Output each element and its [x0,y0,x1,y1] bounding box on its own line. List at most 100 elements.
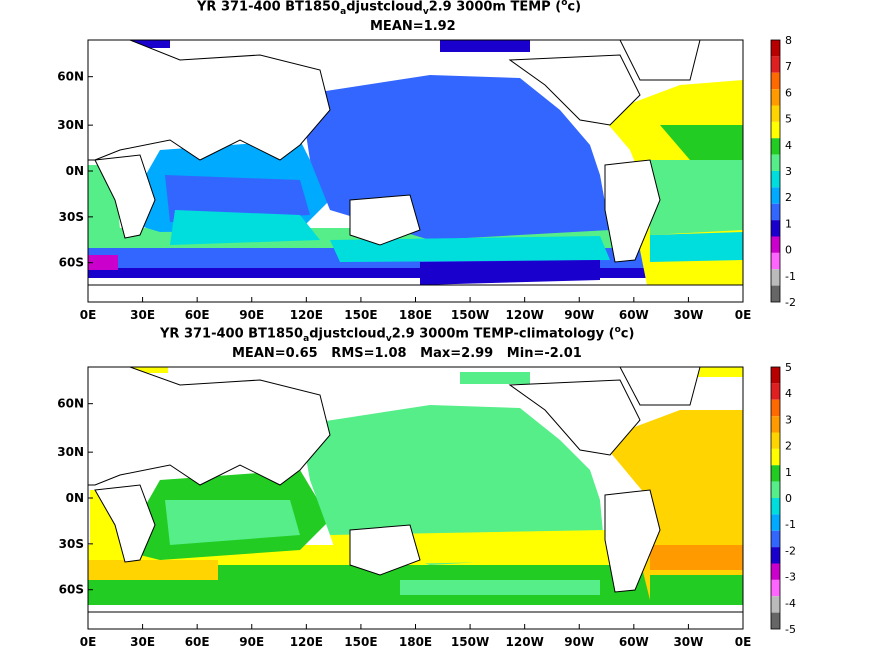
x-tick-label: 60E [185,308,210,322]
x-tick-label: 150E [344,308,377,322]
colorbar-label: -2 [785,296,796,309]
y-tick-label: 60N [57,70,84,84]
colorbar-swatch [771,530,780,548]
x-tick-label: 120W [506,308,544,322]
colorbar-swatch [771,121,780,139]
x-tick-label: 30W [673,635,703,649]
colorbar-label: 3 [785,165,792,178]
x-tick-label: 150W [451,308,489,322]
axes: 0E 30E 60E 90E 120E 150E 180E 150W 120W 90W 60W 30W… [57,70,751,649]
colorbar-swatch [771,203,780,221]
x-tick-label: 60W [619,635,649,649]
colorbar-swatch [771,596,780,613]
colorbar-label: 8 [785,34,792,47]
x-tick-label: 120W [506,635,544,649]
colorbar-swatch [771,481,780,498]
y-tick-label: 60S [59,256,84,270]
colorbar-swatch [771,269,780,286]
y-tick-label: 30N [57,445,84,459]
x-tick-label: 30E [130,308,155,322]
colorbars: 8 7 6 5 4 3 2 1 0 -1 -2 5 4 3 2 1 0 -1 -2 -3 -4 -5 [770,34,796,636]
x-tick-label: 30E [130,635,155,649]
colorbar-swatch [771,72,780,90]
colorbar-label: -1 [785,270,796,283]
y-tick-label: 0N [66,491,84,505]
colorbar-swatch [771,612,780,629]
colorbar-swatch [771,498,780,515]
colorbar-swatch [771,220,780,237]
panel2-title: YR 371-400 BT1850adjustcloudv2.9 3000m T… [160,325,635,344]
y-tick-label: 60S [59,583,84,597]
x-tick-label: 150W [451,635,489,649]
colorbar-frame [770,366,781,630]
colorbar-frame [770,39,781,303]
x-tick-label: 180E [399,308,432,322]
colorbar-label: -4 [785,597,796,610]
colorbar-label: -1 [785,518,796,531]
colorbar-swatch [771,105,780,122]
colorbar-swatch [771,448,780,466]
y-tick-label: 30S [59,210,84,224]
colorbar-swatch [771,236,780,253]
x-tick-label: 120E [290,635,323,649]
x-tick-label: 90E [239,635,264,649]
colorbar-label: -5 [785,623,796,636]
colorbar-label: 5 [785,113,792,126]
colorbar-label: 4 [785,139,792,152]
colorbar-swatch [771,579,780,597]
y-tick-label: 30S [59,537,84,551]
panel2-stats: MEAN=0.65 RMS=1.08 Max=2.99 Min=-2.01 [232,346,582,361]
x-tick-label: 90W [564,635,594,649]
panel1-stats: MEAN=1.92 [370,19,456,34]
colorbar-label: 0 [785,492,792,505]
colorbar-label: 6 [785,86,792,99]
colorbar-swatch [771,40,780,57]
colorbar-label: 3 [785,413,792,426]
panel1-title: YR 371-400 BT1850adjustcloudv2.9 3000m T… [197,0,582,17]
colorbar-label: -2 [785,544,796,557]
x-tick-label: 90W [564,308,594,322]
colorbar-label: 1 [785,466,792,479]
colorbar-swatch [771,563,780,580]
x-tick-label: 90E [239,308,264,322]
x-tick-label: 0E [735,308,752,322]
panel2-map [88,367,743,629]
colorbar-swatch [771,383,780,400]
colorbar-swatch [771,367,780,384]
y-tick-label: 30N [57,118,84,132]
colorbar-swatch [771,547,780,564]
colorbar-swatch [771,432,780,449]
colorbar-swatch [771,416,780,433]
colorbar-swatch [771,514,780,531]
y-tick-label: 60N [57,397,84,411]
x-tick-label: 0E [735,635,752,649]
y-tick-label: 0N [66,164,84,178]
colorbar-label: 1 [785,217,792,230]
x-tick-label: 120E [290,308,323,322]
colorbar-label: 4 [785,387,792,400]
x-tick-label: 60E [185,635,210,649]
colorbar-label: 7 [785,60,792,73]
colorbar-label: 2 [785,440,792,453]
colorbar-label: -3 [785,571,796,584]
colorbar-label: 0 [785,244,792,257]
colorbar-swatch [771,465,780,482]
colorbar-swatch [771,171,780,188]
colorbar-swatch [771,89,780,106]
colorbar-swatch [771,252,780,270]
x-tick-label: 0E [80,635,97,649]
colorbar-label: 5 [785,361,792,374]
x-tick-label: 0E [80,308,97,322]
x-tick-label: 60W [619,308,649,322]
x-tick-label: 180E [399,635,432,649]
x-tick-label: 30W [673,308,703,322]
colorbar-swatch [771,285,780,302]
colorbar-swatch [771,56,780,73]
colorbar-swatch [771,138,780,155]
colorbar-swatch [771,187,780,204]
colorbar-swatch [771,399,780,417]
colorbar-swatch [771,154,780,171]
colorbar-label: 2 [785,191,792,204]
panel1-map [88,40,743,302]
